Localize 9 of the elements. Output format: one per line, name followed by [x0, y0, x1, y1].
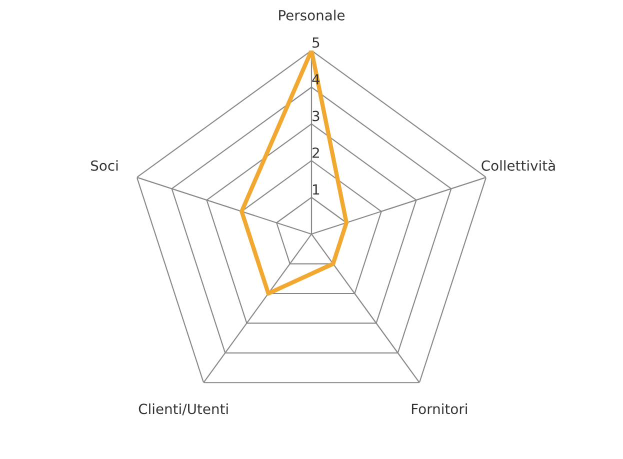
y-tick-label: 2 [312, 147, 319, 158]
spoke-label: Collettività [482, 160, 555, 171]
y-tick-label: 5 [312, 37, 320, 48]
spoke-label: Soci [91, 160, 118, 171]
spoke-label: Clienti/Utenti [138, 403, 228, 416]
spoke-label: Personale [279, 10, 345, 20]
y-tick-label: 1 [313, 184, 320, 194]
y-tick-label: 3 [312, 110, 320, 122]
spoke-label: Fornitori [412, 403, 467, 414]
